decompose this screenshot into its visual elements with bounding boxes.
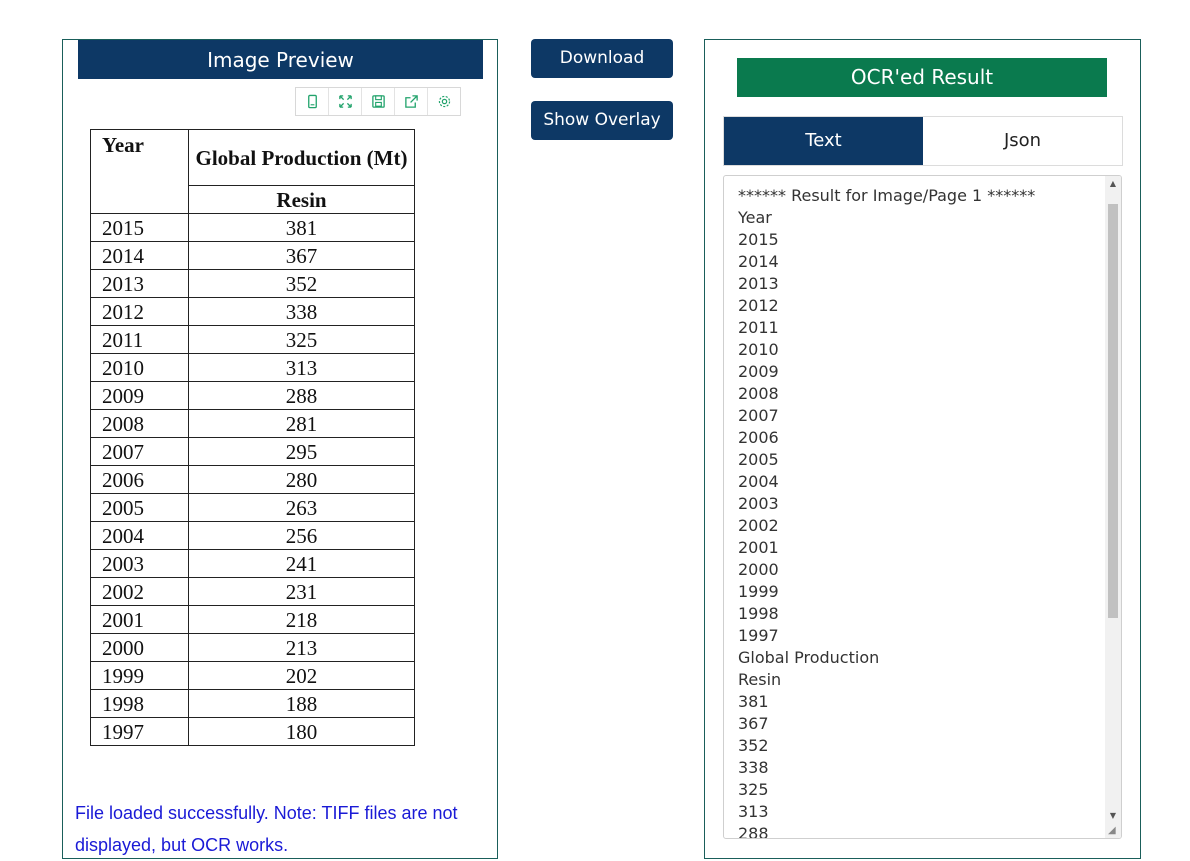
year-cell: 2006 <box>90 465 189 494</box>
settings-icon <box>438 95 450 108</box>
year-cell: 2007 <box>90 437 189 466</box>
header-year: Year <box>90 129 189 214</box>
year-cell: 1997 <box>90 717 189 746</box>
year-cell: 2008 <box>90 409 189 438</box>
value-cell: 313 <box>188 353 415 382</box>
value-cell: 338 <box>188 297 415 326</box>
resize-grip-icon[interactable]: ◢ <box>1108 825 1116 836</box>
value-cell: 281 <box>188 409 415 438</box>
save-image-button[interactable] <box>362 88 395 115</box>
save-icon <box>371 95 385 108</box>
table-row: 2014 367 <box>90 241 415 270</box>
settings-button[interactable] <box>428 88 460 115</box>
value-cell: 256 <box>188 521 415 550</box>
value-cell: 263 <box>188 493 415 522</box>
table-row: 2001 218 <box>90 605 415 634</box>
show-overlay-button[interactable]: Show Overlay <box>531 101 673 140</box>
mobile-icon <box>307 94 317 109</box>
table-row: 2008 281 <box>90 409 415 438</box>
document-image: Year Global Production (Mt) Resin 2015 38… <box>90 129 416 746</box>
year-cell: 2014 <box>90 241 189 270</box>
year-cell: 2005 <box>90 493 189 522</box>
result-textarea[interactable]: ****** Result for Image/Page 1 ****** Ye… <box>723 175 1122 839</box>
value-cell: 325 <box>188 325 415 354</box>
value-cell: 202 <box>188 661 415 690</box>
year-cell: 2015 <box>90 213 189 242</box>
year-cell: 2004 <box>90 521 189 550</box>
share-button[interactable] <box>395 88 428 115</box>
value-cell: 231 <box>188 577 415 606</box>
table-row: 2012 338 <box>90 297 415 326</box>
value-cell: 352 <box>188 269 415 298</box>
year-cell: 1998 <box>90 689 189 718</box>
image-preview-panel: Image Preview Year Global Production (Mt… <box>62 39 498 859</box>
table-row: 2009 288 <box>90 381 415 410</box>
mobile-view-button[interactable] <box>296 88 329 115</box>
value-cell: 180 <box>188 717 415 746</box>
table-row: 1998 188 <box>90 689 415 718</box>
ocr-result-title: OCR'ed Result <box>737 58 1107 97</box>
scroll-down-icon[interactable]: ▼ <box>1109 811 1117 820</box>
value-cell: 213 <box>188 633 415 662</box>
table-row: 2002 231 <box>90 577 415 606</box>
table-row: 2015 381 <box>90 213 415 242</box>
scroll-up-icon[interactable]: ▲ <box>1109 179 1117 188</box>
year-cell: 2002 <box>90 577 189 606</box>
table-row: 2010 313 <box>90 353 415 382</box>
table-row: 2000 213 <box>90 633 415 662</box>
image-preview-title: Image Preview <box>78 40 483 79</box>
table-row: 2007 295 <box>90 437 415 466</box>
download-button[interactable]: Download <box>531 39 673 78</box>
value-cell: 188 <box>188 689 415 718</box>
header-resin: Resin <box>188 185 415 214</box>
year-cell: 2013 <box>90 269 189 298</box>
table-row: 2006 280 <box>90 465 415 494</box>
share-icon <box>404 95 418 108</box>
table-row: 1997 180 <box>90 717 415 746</box>
value-cell: 280 <box>188 465 415 494</box>
status-message: File loaded successfully. Note: TIFF fil… <box>75 803 458 855</box>
value-cell: 295 <box>188 437 415 466</box>
ocr-result-panel: OCR'ed Result Text Json ****** Result fo… <box>704 39 1141 859</box>
table-row: 2013 352 <box>90 269 415 298</box>
year-cell: 2000 <box>90 633 189 662</box>
tab-json[interactable]: Json <box>923 117 1122 165</box>
table-row: 2003 241 <box>90 549 415 578</box>
value-cell: 241 <box>188 549 415 578</box>
scroll-thumb[interactable] <box>1108 204 1118 618</box>
preview-toolbar <box>295 87 461 116</box>
year-cell: 1999 <box>90 661 189 690</box>
result-scrollbar[interactable]: ▲ ▼ <box>1105 176 1121 838</box>
production-table: Year Global Production (Mt) Resin 2015 38… <box>90 129 415 746</box>
year-cell: 2001 <box>90 605 189 634</box>
table-row: 2011 325 <box>90 325 415 354</box>
value-cell: 288 <box>188 381 415 410</box>
table-row: 1999 202 <box>90 661 415 690</box>
header-global-production: Global Production (Mt) <box>188 129 415 186</box>
fullscreen-button[interactable] <box>329 88 362 115</box>
year-cell: 2003 <box>90 549 189 578</box>
year-cell: 2011 <box>90 325 189 354</box>
table-row: 2005 263 <box>90 493 415 522</box>
result-text-content: ****** Result for Image/Page 1 ****** Ye… <box>738 186 1036 839</box>
year-cell: 2010 <box>90 353 189 382</box>
year-cell: 2009 <box>90 381 189 410</box>
value-cell: 218 <box>188 605 415 634</box>
table-row: 2004 256 <box>90 521 415 550</box>
value-cell: 367 <box>188 241 415 270</box>
expand-icon <box>338 95 352 108</box>
result-tabs: Text Json <box>723 116 1123 166</box>
year-cell: 2012 <box>90 297 189 326</box>
value-cell: 381 <box>188 213 415 242</box>
tab-text[interactable]: Text <box>724 117 923 165</box>
